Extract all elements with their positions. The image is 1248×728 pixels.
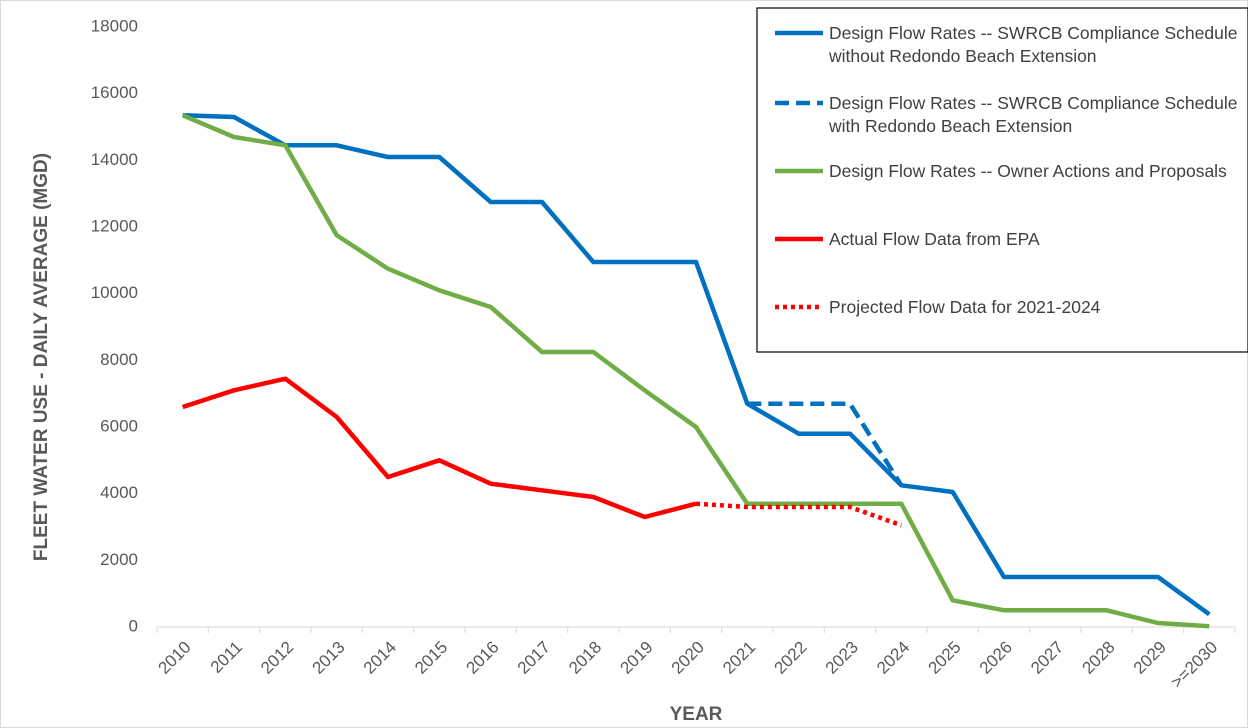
y-tick-label: 2000: [100, 550, 138, 569]
y-tick-label: 4000: [100, 483, 138, 502]
legend-label: Design Flow Rates -- SWRCB Compliance Sc…: [829, 23, 1238, 66]
series-line: [182, 376, 697, 520]
y-tick-label: 10000: [91, 283, 138, 302]
y-tick-label: 8000: [100, 350, 138, 369]
y-axis-label: FLEET WATER USE - DAILY AVERAGE (MGD): [31, 153, 52, 561]
y-tick-label: 12000: [91, 216, 138, 235]
series-line: [695, 501, 903, 528]
legend-label: Design Flow Rates -- Owner Actions and P…: [829, 161, 1227, 181]
y-tick-label: 18000: [91, 16, 138, 35]
legend-box: [756, 7, 1248, 353]
series-line: [747, 401, 904, 487]
y-tick-label: 6000: [100, 416, 138, 435]
legend-label: Design Flow Rates -- SWRCB Compliance Sc…: [829, 93, 1238, 136]
x-axis-label: YEAR: [670, 704, 723, 725]
legend-label: Projected Flow Data for 2021-2024: [829, 297, 1101, 317]
y-tick-label: 0: [129, 616, 138, 635]
y-tick-label: 14000: [91, 150, 138, 169]
legend-label: Actual Flow Data from EPA: [829, 229, 1040, 249]
series-line: [182, 113, 1211, 617]
y-tick-label: 16000: [91, 83, 138, 102]
series-line: [181, 113, 1210, 629]
